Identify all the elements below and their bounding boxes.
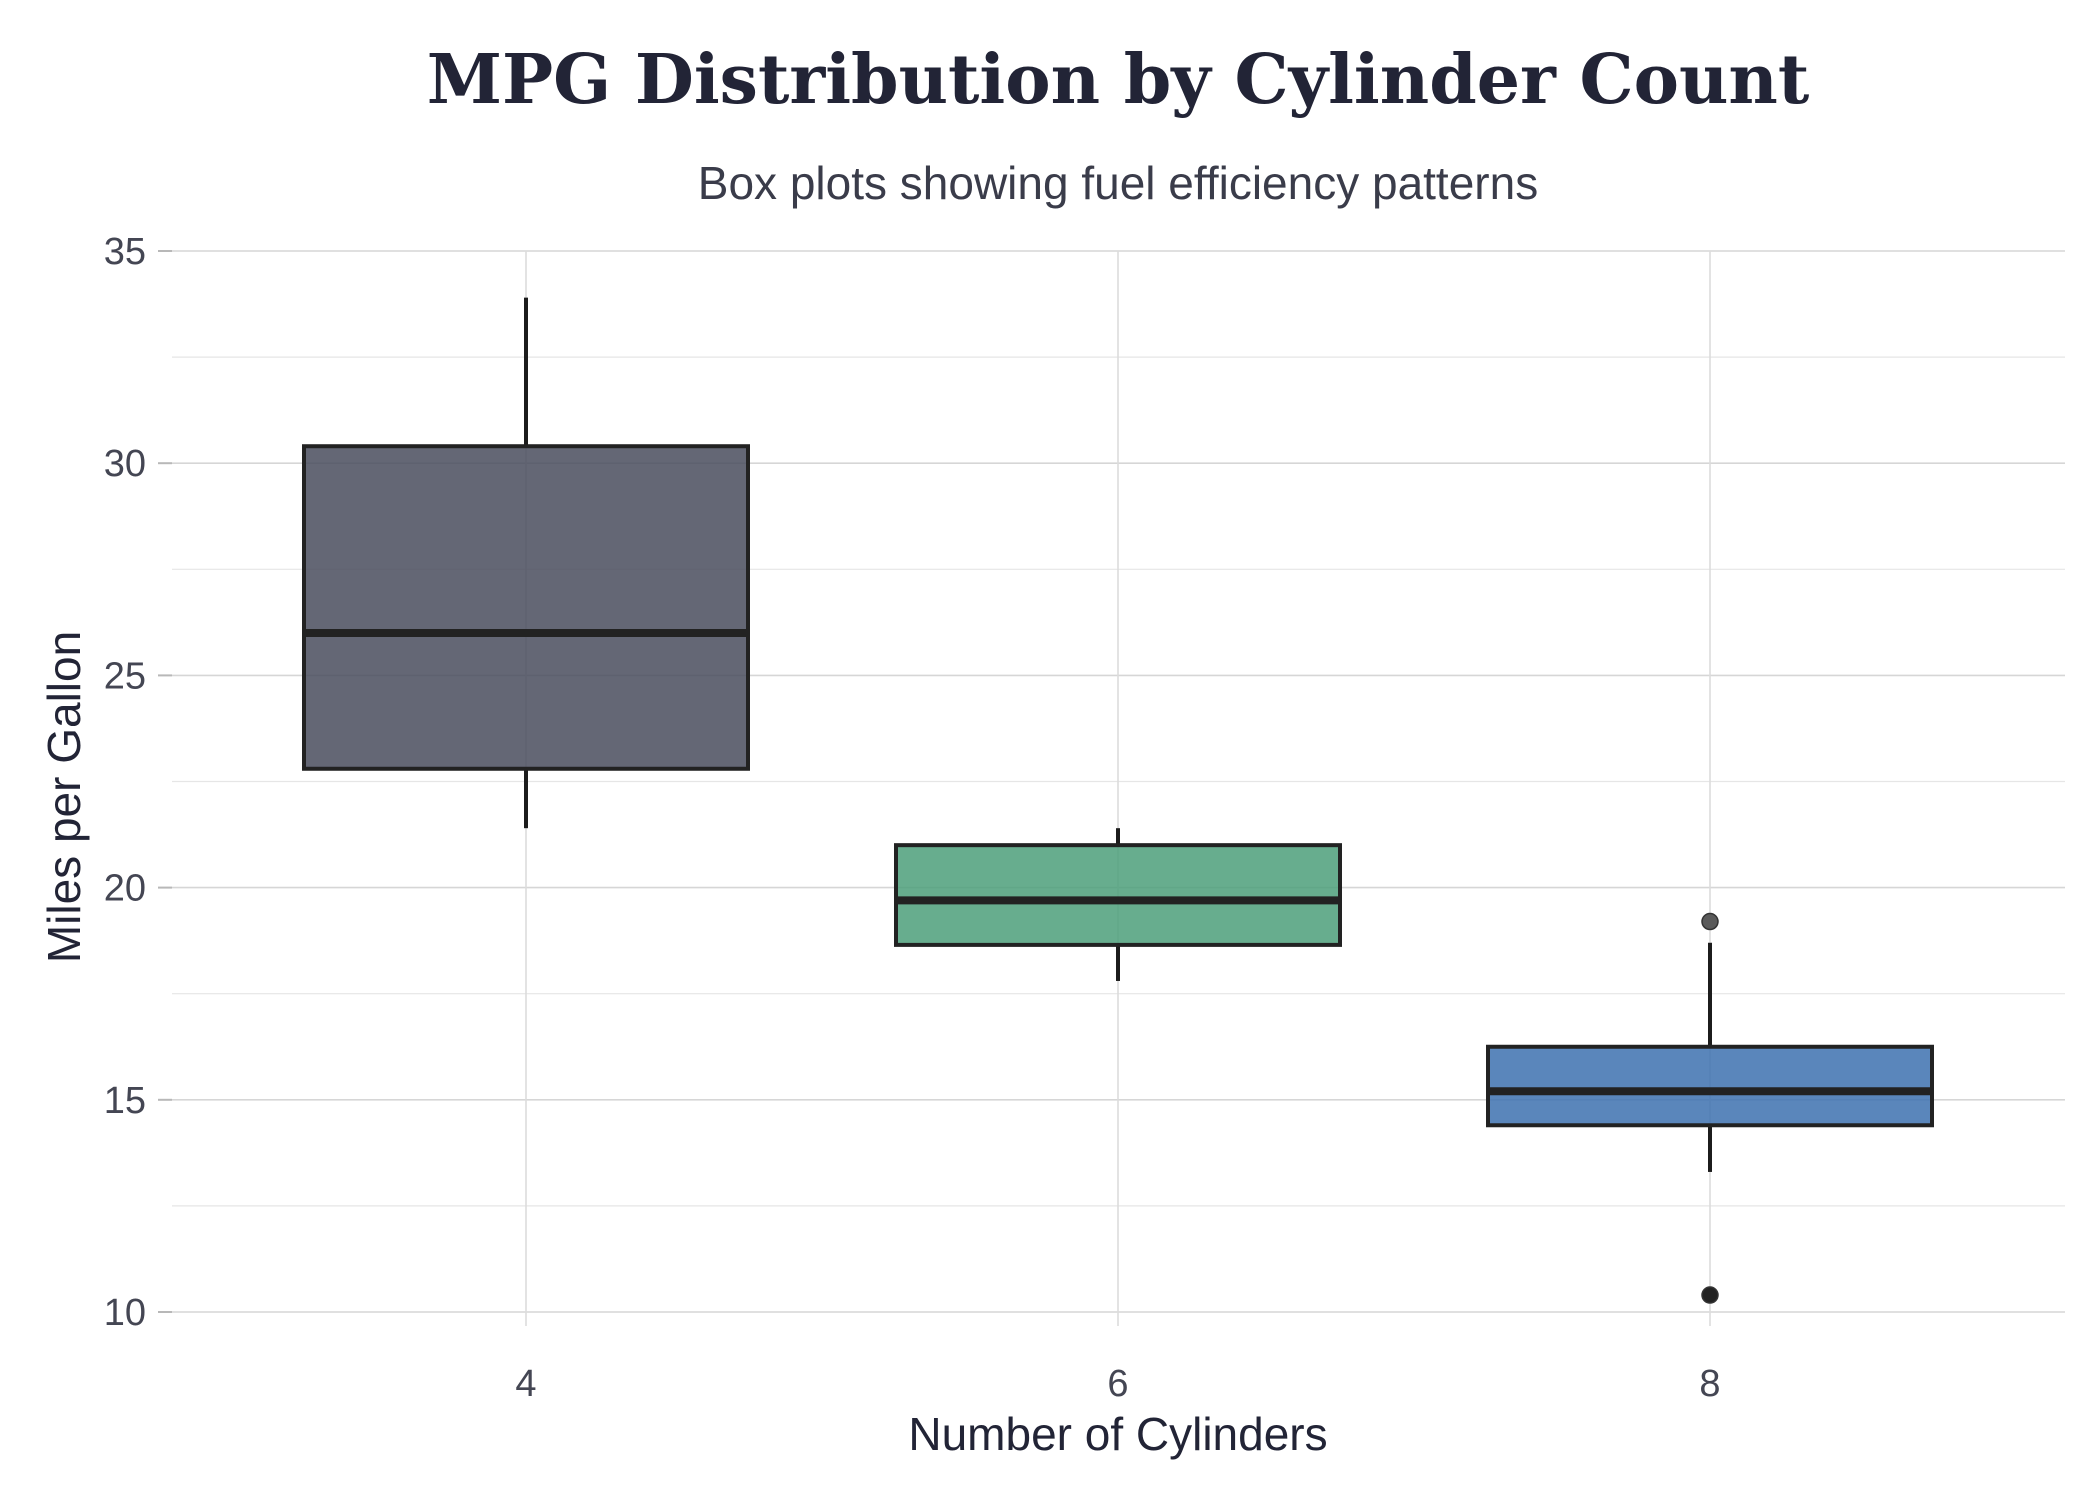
chart-subtitle: Box plots showing fuel efficiency patter… <box>698 157 1538 209</box>
x-tick-label: 6 <box>1107 1363 1128 1405</box>
y-tick-label: 35 <box>104 231 146 273</box>
box-plots <box>302 297 1934 1304</box>
x-tick-label: 8 <box>1699 1363 1720 1405</box>
outlier-point <box>1701 912 1719 931</box>
box-8-cylinders <box>1486 912 1934 1304</box>
y-tick-label: 30 <box>104 443 146 485</box>
y-tick-label: 25 <box>104 655 146 697</box>
chart-title: MPG Distribution by Cylinder Count <box>427 40 1810 120</box>
box-body <box>894 843 1342 947</box>
grid <box>172 250 2065 1326</box>
box-body <box>1486 1044 1934 1128</box>
x-axis: 4 6 8 <box>515 1363 1720 1405</box>
x-axis-label: Number of Cylinders <box>908 1408 1327 1460</box>
y-axis: 10 15 20 25 30 35 <box>104 231 172 1334</box>
x-tick-label: 4 <box>515 1363 536 1405</box>
outlier-point <box>1701 1286 1719 1304</box>
box-4-cylinders <box>302 297 750 829</box>
box-6-cylinders <box>894 828 1342 981</box>
box-body <box>302 444 750 771</box>
y-tick-label: 20 <box>104 868 146 910</box>
y-axis-label: Miles per Gallon <box>38 631 90 963</box>
y-tick-label: 10 <box>104 1292 146 1334</box>
y-tick-label: 15 <box>104 1080 146 1122</box>
